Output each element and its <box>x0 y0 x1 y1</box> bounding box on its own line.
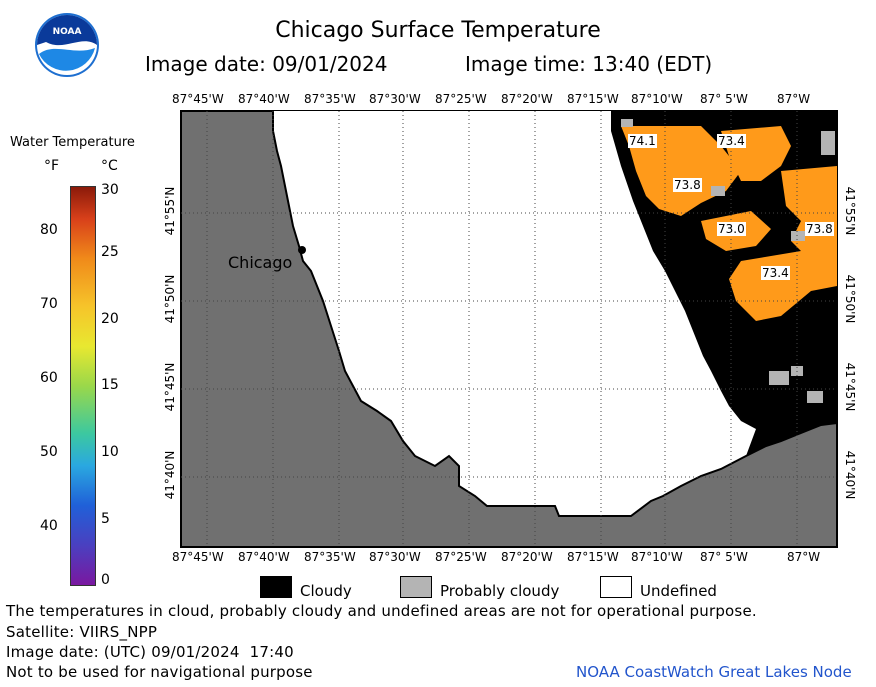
temperature-label: 73.0 <box>717 222 746 236</box>
c-tick: 25 <box>101 244 119 260</box>
c-tick: 15 <box>101 377 119 393</box>
lon-label-top: 87°35'W <box>304 92 356 106</box>
f-tick: 80 <box>40 222 58 238</box>
temperature-label: 73.8 <box>805 222 834 236</box>
lat-label-left: 41°45'N <box>163 362 177 412</box>
f-tick: 60 <box>40 370 58 386</box>
svg-text:NOAA: NOAA <box>53 27 82 37</box>
lon-label-bottom: 87°20'W <box>501 550 553 564</box>
lat-label-right: 41°40'N <box>843 450 857 500</box>
map-title: Chicago Surface Temperature <box>275 18 601 43</box>
disclaimer: The temperatures in cloud, probably clou… <box>6 602 757 620</box>
key-cloudy-swatch <box>260 576 292 598</box>
colorbar-title: Water Temperature <box>10 135 135 150</box>
colorbar <box>70 186 96 586</box>
lon-label-bottom: 87°30'W <box>369 550 421 564</box>
lon-label-top: 87°W <box>777 92 811 106</box>
satellite: Satellite: VIIRS_NPP <box>6 623 158 641</box>
lat-label-left: 41°55'N <box>163 186 177 236</box>
f-tick: 40 <box>40 518 58 534</box>
image-date: Image date: 09/01/2024 <box>145 52 388 76</box>
lon-label-bottom: 87°35'W <box>304 550 356 564</box>
graticule <box>181 111 837 547</box>
lon-label-bottom: 87°10'W <box>631 550 683 564</box>
lon-label-top: 87° 5'W <box>700 92 748 106</box>
lat-label-right: 41°55'N <box>843 186 857 236</box>
lon-label-bottom: 87° 5'W <box>700 550 748 564</box>
unit-celsius: °C <box>101 158 118 174</box>
lon-label-bottom: 87°25'W <box>435 550 487 564</box>
key-undefined-label: Undefined <box>640 582 717 600</box>
noaa-logo: NOAA <box>34 12 100 78</box>
lon-label-top: 87°10'W <box>631 92 683 106</box>
lat-label-right: 41°45'N <box>843 362 857 412</box>
image-time: Image time: 13:40 (EDT) <box>465 52 713 76</box>
temperature-label: 73.8 <box>673 178 702 192</box>
map-panel <box>180 110 838 548</box>
lon-label-top: 87°15'W <box>567 92 619 106</box>
lat-label-right: 41°50'N <box>843 274 857 324</box>
lon-label-bottom: 87°40'W <box>238 550 290 564</box>
lon-label-bottom: 87°15'W <box>567 550 619 564</box>
utc-date: Image date: (UTC) 09/01/2024 17:40 <box>6 643 294 661</box>
lat-label-left: 41°50'N <box>163 274 177 324</box>
key-cloudy-label: Cloudy <box>300 582 352 600</box>
key-probably-cloudy-label: Probably cloudy <box>440 582 560 600</box>
c-tick: 30 <box>101 182 119 198</box>
temperature-label: 73.4 <box>717 134 746 148</box>
temperature-label: 73.4 <box>761 266 790 280</box>
c-tick: 0 <box>101 572 110 588</box>
nav-warning: Not to be used for navigational purpose <box>6 663 313 681</box>
f-tick: 70 <box>40 296 58 312</box>
lon-label-top: 87°25'W <box>435 92 487 106</box>
unit-fahrenheit: °F <box>44 158 60 174</box>
city-marker <box>298 246 306 254</box>
node-credit: NOAA CoastWatch Great Lakes Node <box>576 663 852 681</box>
lon-label-top: 87°45'W <box>172 92 224 106</box>
c-tick: 5 <box>101 511 110 527</box>
c-tick: 20 <box>101 311 119 327</box>
key-undefined-swatch <box>600 576 632 598</box>
f-tick: 50 <box>40 444 58 460</box>
key-probably-cloudy-swatch <box>400 576 432 598</box>
city-label: Chicago <box>228 253 293 272</box>
lon-label-top: 87°30'W <box>369 92 421 106</box>
temperature-label: 74.1 <box>628 134 657 148</box>
lon-label-bottom: 87°45'W <box>172 550 224 564</box>
lon-label-bottom: 87°W <box>787 550 821 564</box>
c-tick: 10 <box>101 444 119 460</box>
lon-label-top: 87°40'W <box>238 92 290 106</box>
lon-label-top: 87°20'W <box>501 92 553 106</box>
lat-label-left: 41°40'N <box>163 450 177 500</box>
